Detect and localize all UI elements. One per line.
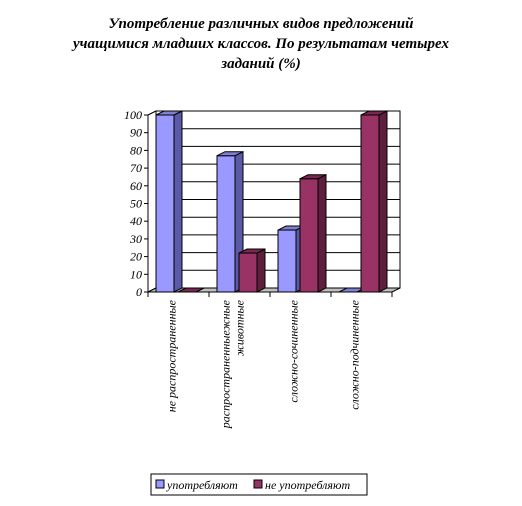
bar-front [277, 229, 297, 293]
bar-front [238, 252, 258, 293]
bar-front [299, 178, 319, 293]
bar-1-2 [299, 173, 327, 293]
y-tick-label: 70 [130, 161, 142, 175]
chart-title-line: заданий (%) [220, 56, 301, 72]
bar-front [155, 114, 175, 293]
bar-top [238, 248, 266, 254]
chart-title-line: учащимися младших классов. По результата… [71, 36, 450, 52]
bar-0-0 [155, 110, 183, 293]
y-tick-label: 10 [130, 267, 142, 281]
legend-entry: не употребляют [265, 478, 350, 492]
side-wall [147, 110, 157, 293]
y-tick-label: 100 [124, 108, 142, 122]
bars [155, 110, 388, 293]
bar-top [299, 174, 327, 180]
chart-title: Употребление различных видов предложений… [71, 16, 450, 72]
bar-top [177, 287, 205, 293]
y-tick-label: 40 [130, 214, 142, 228]
category-label: сложно-сочиненные [287, 299, 301, 402]
bar-top [155, 110, 183, 116]
bar-front [360, 114, 380, 293]
y-tick-label: 50 [130, 197, 142, 211]
bar-side [317, 173, 327, 293]
y-tick-label: 60 [130, 179, 142, 193]
category-labels: не распространенные распространенныежные ж… [165, 299, 362, 429]
bar-1-1 [238, 248, 266, 293]
bar-front [216, 155, 236, 293]
category-label: животные [233, 299, 247, 356]
axes [144, 110, 401, 297]
y-tick-label: 90 [130, 126, 142, 140]
y-tick-label: 30 [129, 232, 142, 246]
legend: употребляют не употребляют [150, 473, 368, 496]
category-label: сложно-подчиненные [348, 299, 362, 409]
category-label: не распространенные [165, 299, 179, 412]
y-tick-labels: 0 10 20 30 40 50 60 70 80 90 100 [124, 108, 142, 299]
legend-swatch [253, 479, 263, 489]
chart-title-line: Употребление различных видов предложений [109, 16, 414, 32]
bar-1-3 [360, 110, 388, 293]
bar-side [173, 110, 183, 293]
y-tick-label: 20 [130, 250, 142, 264]
y-tick-label: 80 [130, 143, 142, 157]
legend-entry: употребляют [166, 478, 238, 492]
bar-side [256, 248, 266, 293]
bar-top [216, 151, 244, 157]
bar-top [360, 110, 388, 116]
bar-side [378, 110, 388, 293]
y-tick-label: 0 [136, 285, 142, 299]
category-label: распространенныежные [219, 299, 233, 429]
bar-1-0 [177, 287, 205, 293]
legend-swatch [155, 479, 165, 489]
